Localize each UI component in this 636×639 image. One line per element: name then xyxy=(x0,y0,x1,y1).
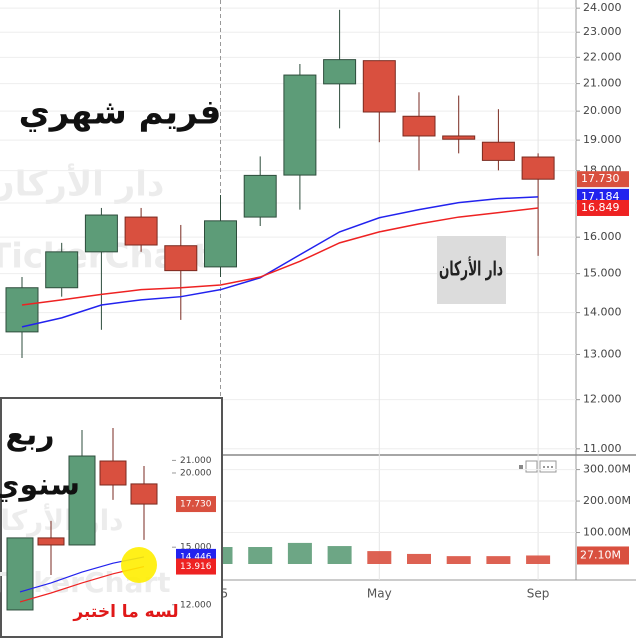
volume-bar xyxy=(407,553,431,564)
highlight-marker xyxy=(121,547,157,583)
y-tick-label: 21.000 xyxy=(583,77,622,90)
y-tick-label: 12.000 xyxy=(583,393,622,406)
watermark: دار الأركان xyxy=(0,163,164,205)
candle-body xyxy=(283,74,317,176)
y-tick-label: 200.00M xyxy=(583,494,631,507)
candle-body xyxy=(164,245,198,272)
price-badge xyxy=(176,558,216,575)
candle-body xyxy=(130,483,158,505)
volume-bar xyxy=(287,542,312,564)
chart-panel: دار الأركانTickerChart11.00012.00013.000… xyxy=(0,0,631,601)
candle-body xyxy=(6,537,34,611)
y-tick-label: 24.000 xyxy=(583,1,622,14)
value-badge-label: 27.10M xyxy=(580,548,621,561)
y-tick-label: 300.00M xyxy=(583,463,631,476)
volume-bar xyxy=(367,551,392,564)
candle-body xyxy=(99,460,127,486)
x-tick-label: May xyxy=(367,587,392,601)
volume-bar xyxy=(327,546,352,564)
candle-body xyxy=(402,115,436,137)
average-line xyxy=(21,207,539,306)
candle-body xyxy=(84,214,118,253)
candle-body xyxy=(243,174,277,218)
annotation-box xyxy=(437,236,506,304)
candle-body xyxy=(362,60,396,113)
price-badge-label: 17.730 xyxy=(581,172,620,185)
inset-frame xyxy=(0,397,223,638)
toolbar-icon[interactable] xyxy=(519,465,523,469)
y-tick-label: 21.000 xyxy=(180,456,212,466)
average-line xyxy=(21,196,539,328)
y-tick-label: 19.000 xyxy=(583,133,622,146)
watermark: دار الأركان xyxy=(0,503,124,537)
annotation: ربع xyxy=(5,418,54,453)
toolbar-icon[interactable] xyxy=(539,460,557,473)
candle-body xyxy=(521,156,555,180)
toolbar-dot xyxy=(543,466,545,468)
y-tick-label: 20.000 xyxy=(583,104,622,117)
y-tick-label: 15.000 xyxy=(180,543,212,553)
chart-panel: دار الأركانTickerChart12.00015.00020.000… xyxy=(0,397,223,638)
candle-body xyxy=(5,287,39,333)
y-tick-label: 22.000 xyxy=(583,50,622,63)
volume-bar xyxy=(526,555,551,564)
candle-body xyxy=(68,455,96,546)
price-badge-label: 13.916 xyxy=(180,562,212,572)
price-badge xyxy=(577,171,629,188)
y-tick-label: 15.000 xyxy=(583,267,622,280)
y-tick-label: 100.00M xyxy=(583,526,631,539)
candle-body xyxy=(204,220,237,268)
candle-body xyxy=(442,135,476,140)
price-badge-label: 16.849 xyxy=(581,201,620,214)
y-tick-label: 12.000 xyxy=(180,600,212,610)
candle-body xyxy=(124,216,158,246)
volume-bar xyxy=(486,556,511,564)
price-badge-label: 14.446 xyxy=(180,552,212,562)
y-tick-label: 23.000 xyxy=(583,25,622,38)
toolbar-dot xyxy=(547,466,549,468)
price-badge xyxy=(577,199,629,216)
candle-body xyxy=(45,251,79,289)
x-tick-label: Sep xyxy=(527,587,550,601)
annotation: دار الأركان xyxy=(439,256,503,281)
y-tick-label: 13.000 xyxy=(583,347,622,360)
y-tick-label: 20.000 xyxy=(180,468,212,478)
toolbar-dot xyxy=(551,466,553,468)
candle-body xyxy=(481,141,515,161)
candle-body xyxy=(37,537,65,546)
annotation: فريم شهري xyxy=(19,93,222,133)
volume-bar xyxy=(248,547,273,564)
price-badge xyxy=(176,496,216,513)
y-tick-label: 11.000 xyxy=(583,442,622,455)
volume-bar xyxy=(446,556,471,564)
annotation: سنوي xyxy=(0,468,80,503)
y-tick-label: 16.000 xyxy=(583,230,622,243)
price-badge-label: 17.730 xyxy=(180,500,212,510)
value-badge xyxy=(577,546,629,565)
pane-toolbar xyxy=(519,460,557,473)
toolbar-icon[interactable] xyxy=(525,460,538,473)
candle-body xyxy=(323,59,357,85)
price-badge-label: 17.184 xyxy=(581,190,620,203)
annotation: لسه ما اختبر xyxy=(72,602,178,622)
y-tick-label: 14.000 xyxy=(583,306,622,319)
